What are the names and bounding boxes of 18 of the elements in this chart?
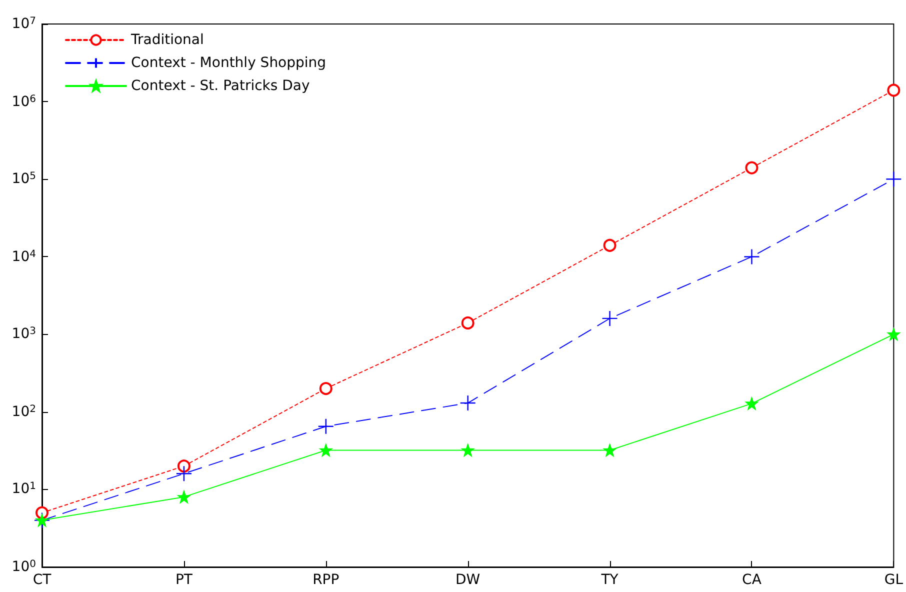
- x-tick-label: TY: [600, 572, 619, 588]
- x-tick-label: DW: [456, 572, 480, 588]
- y-tick-label: 10$^{6}$: [12, 92, 36, 111]
- y-tick-label: 10$^{1}$: [12, 480, 36, 498]
- x-tick-label: CT: [32, 572, 52, 588]
- legend-label: Traditional: [130, 32, 204, 48]
- y-tick-label: 10$^{5}$: [12, 170, 36, 188]
- legend-label: Context - St. Patricks Day: [131, 78, 310, 94]
- legend-label: Context - Monthly Shopping: [131, 55, 326, 71]
- y-tick-label: 10$^{2}$: [12, 402, 36, 421]
- x-tick-label: GL: [884, 572, 904, 588]
- y-tick-label: 10$^{7}$: [12, 15, 36, 33]
- y-tick-label: 10$^{4}$: [12, 248, 36, 266]
- y-tick-label: 10$^{0}$: [12, 559, 36, 575]
- x-tick-label: CA: [742, 572, 762, 588]
- x-tick-label: PT: [175, 572, 193, 588]
- x-tick-label: RPP: [312, 572, 340, 588]
- y-tick-label: 10$^{3}$: [12, 325, 36, 344]
